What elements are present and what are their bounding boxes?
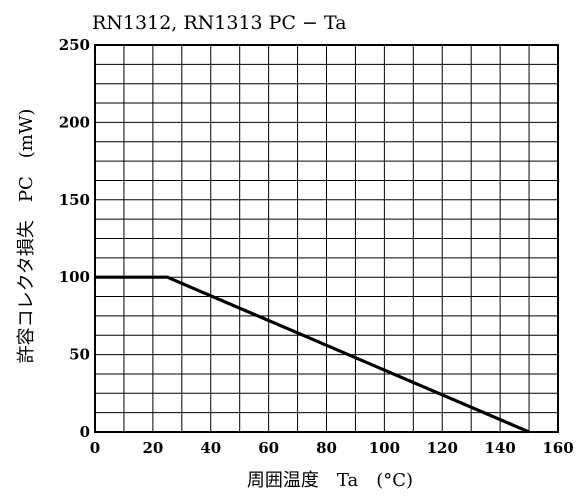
y-tick-label: 0 [80, 423, 90, 441]
x-axis-label: 周囲温度 Ta (°C) [247, 470, 413, 491]
y-tick-label: 50 [69, 346, 90, 364]
x-tick-label: 100 [369, 439, 400, 457]
y-tick-label: 200 [59, 113, 90, 131]
y-tick-label: 100 [59, 268, 90, 286]
y-tick-label: 250 [59, 36, 90, 54]
x-tick-label: 140 [484, 439, 515, 457]
plot-frame [94, 44, 559, 433]
x-tick-label: 80 [316, 439, 337, 457]
x-tick-label: 0 [90, 439, 100, 457]
x-tick-label: 120 [427, 439, 458, 457]
chart-title: RN1312, RN1313 PC − Ta [92, 12, 347, 34]
derating-curve [95, 275, 530, 434]
x-tick-label: 60 [258, 439, 279, 457]
x-tick-label: 160 [542, 439, 573, 457]
series [95, 275, 530, 434]
x-tick-label: 40 [200, 439, 221, 457]
y-axis-label: 許容コレクタ損失 PC (mW) [16, 109, 37, 364]
y-tick-label: 150 [59, 191, 90, 209]
axes [94, 44, 559, 433]
x-tick-label: 20 [142, 439, 163, 457]
tick-labels: 0 20 40 60 80 100 120 140 160 0 50 100 150 200 250 [59, 36, 574, 457]
grid [94, 44, 559, 433]
